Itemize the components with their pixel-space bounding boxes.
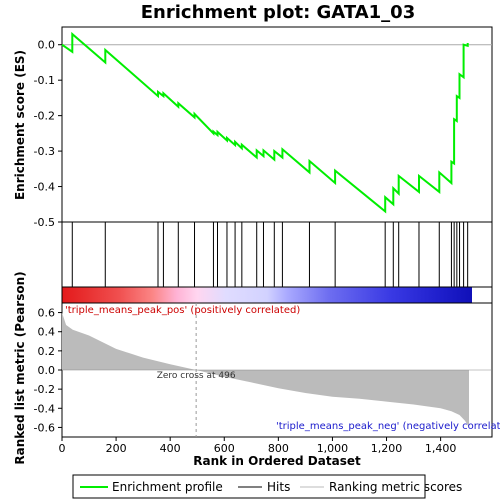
es-panel: 0.0 -0.1 -0.2 -0.3 -0.4 -0.5 xyxy=(34,26,493,229)
es-y-tick-label: 0.0 xyxy=(38,39,56,52)
es-y-ticks: 0.0 -0.1 -0.2 -0.3 -0.4 -0.5 xyxy=(34,39,62,229)
legend-metric-label: Ranking metric scores xyxy=(329,480,462,494)
chart-title: Enrichment plot: GATA1_03 xyxy=(141,2,415,23)
x-tick-label: 0 xyxy=(59,442,66,455)
es-y-tick-label: -0.2 xyxy=(34,110,55,123)
hits-panel xyxy=(61,221,493,288)
x-tick-label: 200 xyxy=(106,442,127,455)
legend-hits-label: Hits xyxy=(267,480,290,494)
pos-annotation: 'triple_means_peak_pos' (positively corr… xyxy=(65,305,300,316)
metric-panel: Zero cross at 496 'triple_means_peak_pos… xyxy=(34,302,500,438)
metric-y-axis-label: Ranked list metric (Pearson) xyxy=(13,271,27,464)
x-tick-label: 400 xyxy=(160,442,181,455)
zero-cross-label: Zero cross at 496 xyxy=(157,371,236,381)
x-tick-label: 1,200 xyxy=(371,442,403,455)
hit-lines xyxy=(71,222,469,287)
x-tick-label: 1,400 xyxy=(425,442,457,455)
hits-frame xyxy=(61,221,493,288)
neg-annotation: 'triple_means_peak_neg' (negatively corr… xyxy=(276,421,500,432)
es-frame xyxy=(61,26,493,223)
legend-profile-label: Enrichment profile xyxy=(112,480,223,494)
metric-y-ticks: 0.6 0.4 0.2 0.0 -0.2 -0.4 -0.6 xyxy=(34,307,62,434)
x-tick-label: 800 xyxy=(268,442,289,455)
x-ticks: 0 200 400 600 800 1,000 1,200 1,400 xyxy=(59,437,457,455)
es-y-tick-label: -0.1 xyxy=(34,74,55,87)
metric-y-tick-label: 0.4 xyxy=(38,326,56,339)
metric-y-tick-label: -0.4 xyxy=(34,402,55,415)
legend: Enrichment profile Hits Ranking metric s… xyxy=(72,474,462,499)
metric-y-tick-label: 0.2 xyxy=(38,345,56,358)
x-axis-label: Rank in Ordered Dataset xyxy=(193,454,361,468)
x-tick-label: 600 xyxy=(214,442,235,455)
es-y-tick-label: -0.3 xyxy=(34,145,55,158)
metric-y-tick-label: -0.2 xyxy=(34,383,55,396)
x-tick-label: 1,000 xyxy=(317,442,349,455)
metric-y-tick-label: 0.6 xyxy=(38,307,56,320)
es-y-axis-label: Enrichment score (ES) xyxy=(13,50,27,200)
es-y-tick-label: -0.5 xyxy=(34,216,55,229)
es-y-tick-label: -0.4 xyxy=(34,181,55,194)
metric-y-tick-label: 0.0 xyxy=(38,364,56,377)
es-profile-line xyxy=(61,31,469,214)
metric-y-tick-label: -0.6 xyxy=(34,421,55,434)
rank-heat-bar xyxy=(62,287,472,303)
